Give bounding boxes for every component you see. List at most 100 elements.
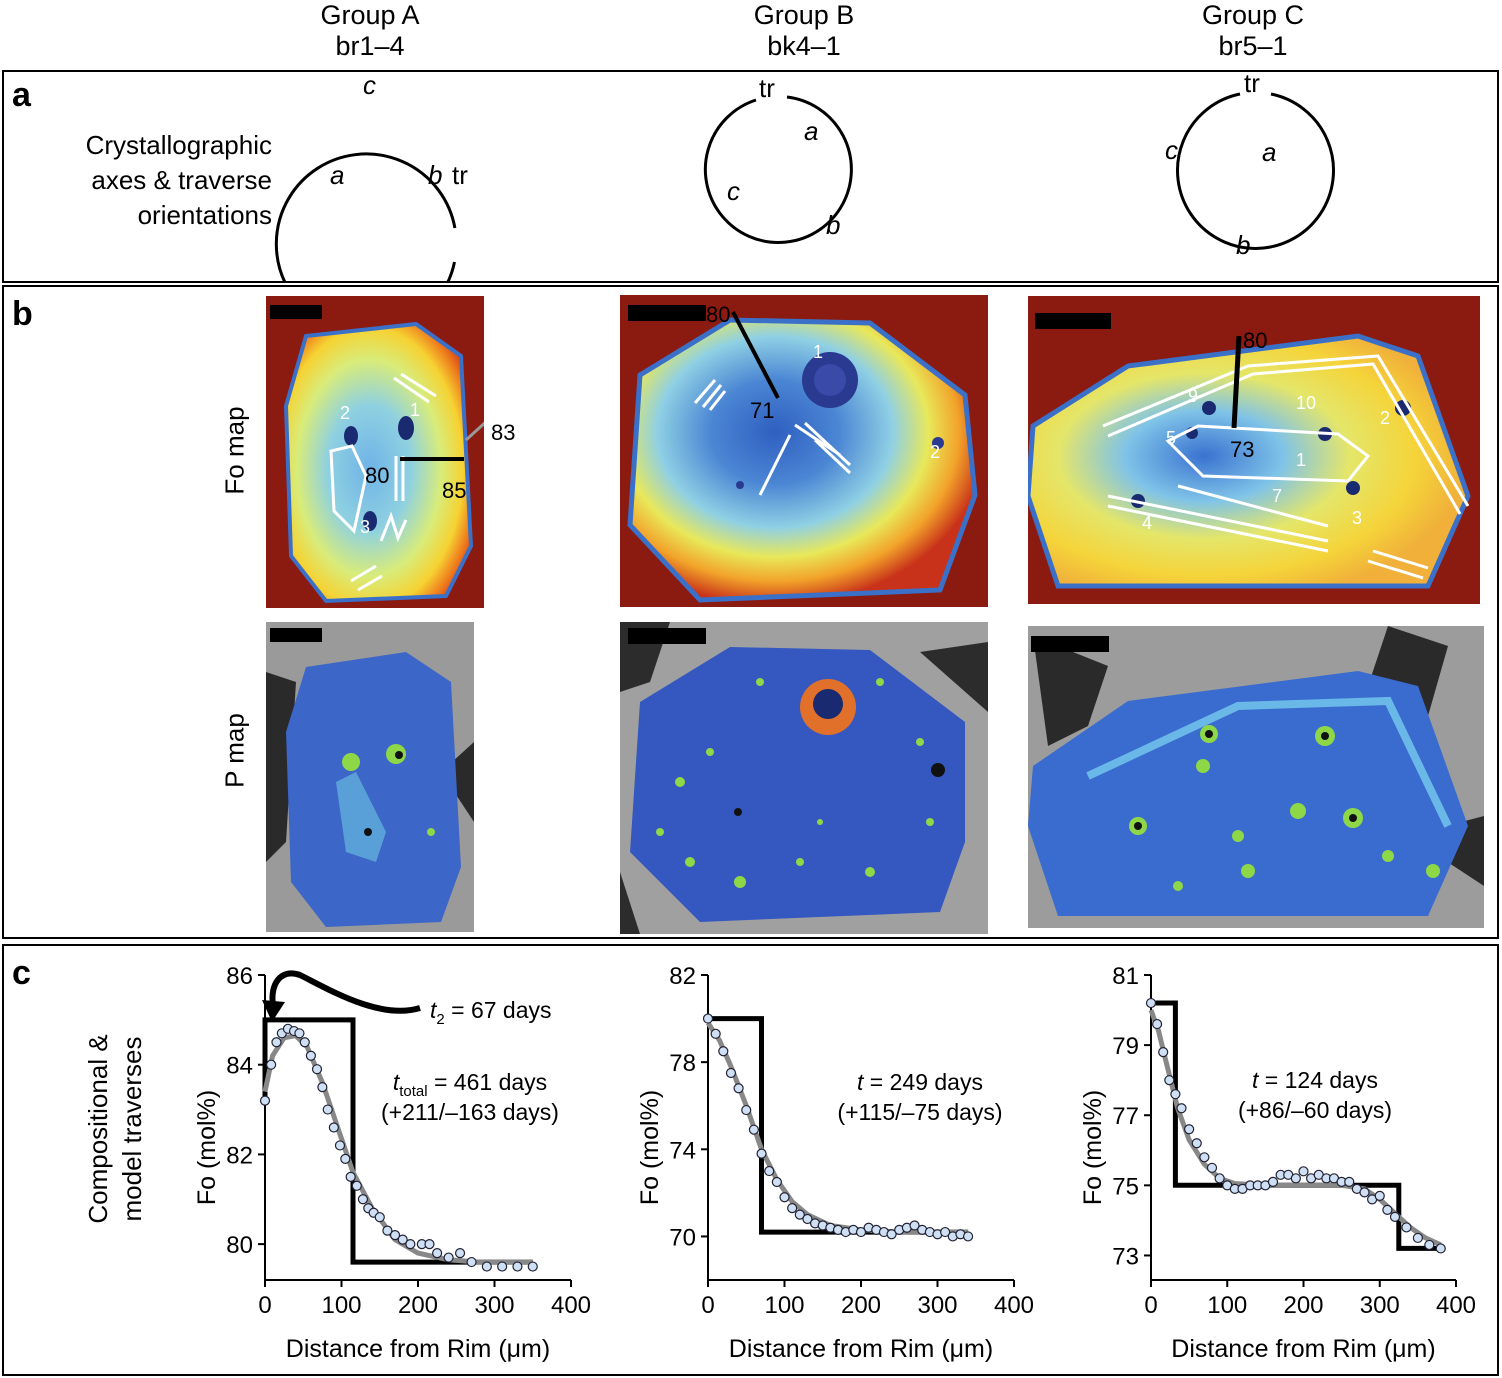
- y-tick-label: 82: [669, 963, 696, 990]
- traverse-start-c: 80: [1243, 328, 1268, 353]
- x-tick-label: 100: [321, 1292, 361, 1319]
- traverse-end-c: 73: [1230, 437, 1255, 462]
- group-b-header: Group B bk4–1: [654, 0, 954, 62]
- axis-a-label-c: a: [1262, 137, 1277, 167]
- data-point: [1170, 1089, 1181, 1100]
- data-point: [710, 1028, 721, 1039]
- y-tick-label: 86: [226, 963, 253, 990]
- duration-annotation: ttotal = 461 days: [393, 1069, 547, 1100]
- y-tick-label: 79: [1112, 1033, 1139, 1060]
- chart-b: 0 100 200 300 400 70 74 78 82 Distance from Rim (…: [636, 963, 1034, 1363]
- confidence-interval-annotation: (+115/–75 days): [837, 1099, 1002, 1125]
- data-point: [886, 1229, 897, 1240]
- data-point: [1389, 1211, 1401, 1222]
- data-point: [771, 1176, 782, 1188]
- panel-a-label: a: [12, 76, 31, 114]
- p-map-group-c: [1028, 626, 1484, 928]
- data-point: [718, 1046, 729, 1057]
- data-point: [1191, 1138, 1202, 1149]
- data-point: [802, 1213, 813, 1225]
- data-point: [328, 1122, 339, 1133]
- axis-a-label-b: a: [804, 116, 819, 146]
- inclusion-5-c: 5: [1166, 428, 1177, 448]
- data-point: [1290, 1173, 1301, 1184]
- t2-arrowhead: [262, 1000, 285, 1022]
- data-point: [1158, 1047, 1169, 1058]
- panel-c-label: c: [12, 954, 31, 992]
- x-tick-label: 300: [917, 1292, 957, 1319]
- y-tick-label: 73: [1112, 1243, 1139, 1270]
- data-point: [305, 1050, 316, 1061]
- data-point: [1382, 1204, 1393, 1215]
- panel-c: [2, 944, 1499, 1376]
- inclusion-1-c: 1: [1296, 450, 1307, 470]
- inclusion-7-c: 7: [1272, 486, 1283, 506]
- confidence-interval-annotation: (+211/–163 days): [381, 1099, 559, 1125]
- data-point: [1151, 1018, 1163, 1030]
- y-tick-label: 81: [1112, 963, 1139, 990]
- traverse-label-c: tr: [1244, 68, 1260, 98]
- row-label-line-2: axes & traverse: [91, 165, 272, 195]
- x-tick-label: 400: [994, 1292, 1034, 1319]
- group-c-sample: br5–1: [1218, 31, 1288, 61]
- x-axis-label: Distance from Rim (μm): [286, 1335, 550, 1363]
- axis-a-label-a: a: [330, 160, 345, 190]
- inclusion-9-c: 9: [1188, 386, 1199, 406]
- x-tick-label: 0: [258, 1292, 271, 1319]
- x-tick-label: 400: [551, 1292, 591, 1319]
- axis-b-label-c: b: [1236, 230, 1251, 260]
- data-point: [1374, 1190, 1385, 1201]
- data-point: [1164, 1075, 1175, 1086]
- confidence-interval-annotation: (+86/–60 days): [1238, 1097, 1392, 1123]
- data-point: [466, 1256, 477, 1268]
- data-point: [1359, 1187, 1370, 1198]
- y-tick-label: 70: [669, 1224, 696, 1251]
- data-point: [1214, 1173, 1225, 1184]
- data-point: [271, 1037, 282, 1048]
- traverse-end-a: 85: [442, 478, 467, 503]
- y-axis-label: Fo (mol%): [636, 1090, 664, 1205]
- y-axis-label: Fo (mol%): [193, 1090, 221, 1205]
- axis-c-label-b: c: [727, 176, 740, 206]
- axis-b-label-a: b: [428, 160, 443, 190]
- data-point: [357, 1194, 369, 1205]
- x-axis-label: Distance from Rim (μm): [1171, 1335, 1435, 1363]
- initial-profile-line: [262, 1017, 533, 1265]
- x-tick-label: 400: [1436, 1292, 1476, 1319]
- data-point: [1412, 1232, 1423, 1244]
- model-fit-line: [262, 1033, 533, 1265]
- row-label-line-1: Crystallographic: [85, 130, 272, 160]
- data-point: [1298, 1166, 1309, 1177]
- x-tick-label: 200: [841, 1292, 881, 1319]
- data-point: [497, 1261, 508, 1272]
- inclusion-3-a: 3: [360, 517, 371, 537]
- data-point: [787, 1203, 798, 1214]
- group-a-header: Group A br1–4: [220, 0, 520, 62]
- data-point: [351, 1180, 362, 1191]
- data-point: [779, 1192, 790, 1203]
- initial-profile-line: [708, 1016, 969, 1235]
- data-point: [1401, 1222, 1412, 1233]
- traverse-label-a: tr: [452, 160, 468, 190]
- data-point: [374, 1212, 385, 1223]
- data-point: [397, 1234, 408, 1245]
- data-point: [317, 1082, 328, 1093]
- data-point: [512, 1261, 523, 1272]
- crystallographic-row-label: Crystallographic axes & traverse orienta…: [20, 128, 272, 233]
- data-point: [527, 1261, 538, 1272]
- x-axis-label: Distance from Rim (μm): [729, 1335, 993, 1363]
- axes-circle-a: [274, 152, 457, 283]
- data-point: [764, 1165, 775, 1177]
- data-point: [424, 1239, 435, 1250]
- data-point: [794, 1209, 805, 1220]
- data-point: [1184, 1124, 1195, 1135]
- inclusion-3-c: 3: [1352, 508, 1363, 528]
- group-b-title: Group B: [753, 0, 855, 30]
- y-tick-label: 77: [1112, 1103, 1139, 1130]
- data-point: [345, 1171, 356, 1182]
- data-point: [702, 1013, 714, 1024]
- data-point: [1199, 1152, 1210, 1163]
- group-a-title: Group A: [320, 0, 420, 30]
- data-point: [389, 1230, 401, 1241]
